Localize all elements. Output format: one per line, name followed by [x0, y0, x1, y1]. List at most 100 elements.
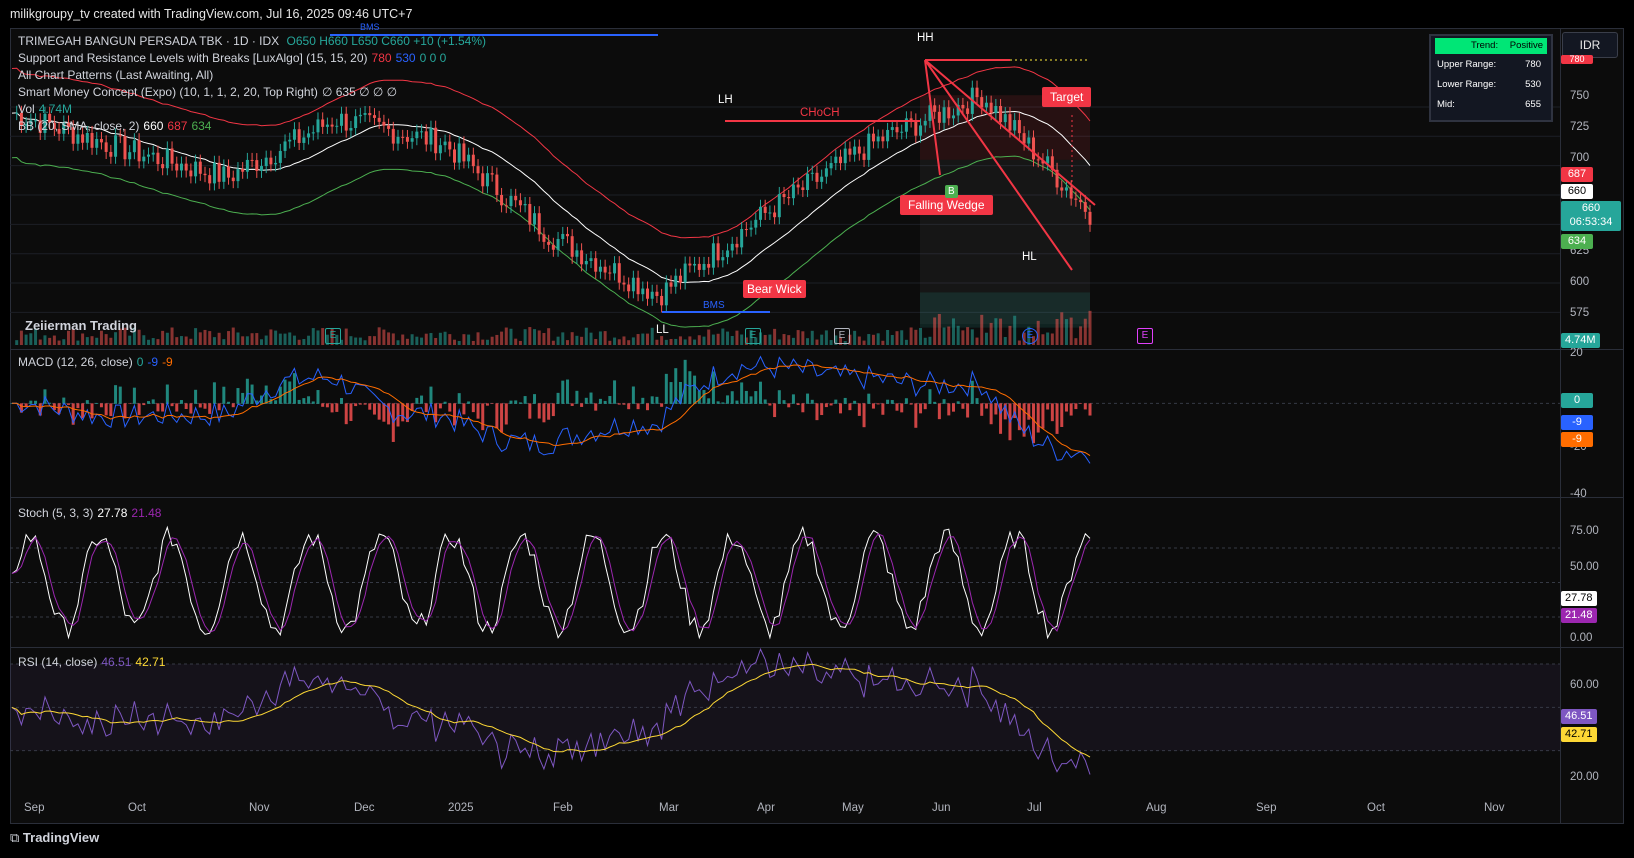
stoch-k-value: 27.78 — [97, 506, 128, 520]
x-tick: Jul — [1027, 802, 1042, 814]
macd-signal-value: -9 — [162, 355, 173, 369]
legend-symbol[interactable]: TRIMEGAH BANGUN PERSADA TBK · 1D · IDX O… — [18, 34, 486, 48]
sr-resistance: 780 — [371, 51, 392, 65]
stoch-tick: 0.00 — [1570, 632, 1593, 644]
target-label: Target — [1042, 87, 1092, 107]
bb-lower-tag: 634 — [1561, 234, 1593, 249]
x-tick: Oct — [1367, 802, 1385, 814]
macd-hist-tag: 0 — [1561, 393, 1593, 408]
bear-wick-label: Bear Wick — [743, 280, 806, 298]
price-tick: 600 — [1570, 276, 1590, 288]
price-tick: 575 — [1570, 307, 1590, 319]
macd-line-tag: -9 — [1561, 415, 1593, 430]
lower-row: Lower Range: 530 — [1435, 77, 1547, 93]
trend-label: Trend: — [1471, 40, 1499, 51]
x-tick: Feb — [553, 802, 573, 814]
label-ll: LL — [656, 324, 669, 336]
upper-value: 780 — [1525, 59, 1541, 70]
earnings-icon[interactable]: E — [1137, 328, 1153, 344]
currency-button[interactable]: IDR — [1562, 32, 1618, 58]
pane-separator-rsi[interactable] — [10, 647, 1624, 648]
pane-separator-stoch[interactable] — [10, 497, 1624, 498]
brand-name: TradingView — [22, 830, 100, 845]
earnings-icon[interactable]: E — [745, 328, 761, 344]
macd-label: MACD (12, 26, close) — [18, 355, 133, 369]
upper-label: Upper Range: — [1437, 59, 1497, 70]
x-tick: Nov — [249, 802, 270, 814]
trend-value: Positive — [1509, 40, 1543, 51]
chart-frame[interactable] — [10, 28, 1624, 824]
stoch-tick: 50.00 — [1570, 561, 1599, 573]
legend-smc[interactable]: Smart Money Concept (Expo) (10, 1, 1, 2,… — [18, 85, 397, 99]
macd-tick: -40 — [1570, 488, 1587, 500]
legend-rsi[interactable]: RSI (14, close) 46.51 42.71 — [18, 655, 165, 669]
ohlc-values: O650 H660 L650 C660 +10 (+1.54%) — [286, 34, 486, 48]
legend-bb[interactable]: BB (20, SMA, close, 2) 660 687 634 — [18, 119, 211, 133]
mid-value: 655 — [1525, 99, 1541, 110]
rsi-ma-tag: 42.71 — [1561, 727, 1597, 742]
label-hl: HL — [1022, 251, 1037, 263]
sr-support: 530 — [395, 51, 416, 65]
stoch-tick: 75.00 — [1570, 525, 1599, 537]
stoch-k-tag: 27.78 — [1561, 591, 1597, 606]
label-bms-low: BMS — [703, 300, 725, 311]
x-tick: Dec — [354, 802, 375, 814]
earnings-icon[interactable]: E — [834, 328, 850, 344]
bar-countdown: 06:53:34 — [1569, 216, 1613, 228]
label-lh: LH — [718, 94, 733, 106]
x-tick: Mar — [659, 802, 679, 814]
legend-stoch[interactable]: Stoch (5, 3, 3) 27.78 21.48 — [18, 506, 161, 520]
header-bar: milikgroupy_tv created with TradingView.… — [0, 0, 1634, 28]
rsi-tick: 20.00 — [1570, 771, 1599, 783]
legend-macd[interactable]: MACD (12, 26, close) 0 -9 -9 — [18, 355, 173, 369]
bb-mid-value: 660 — [143, 119, 164, 133]
legend-vol[interactable]: Vol 4.74M — [18, 102, 72, 116]
rsi-tick: 60.00 — [1570, 679, 1599, 691]
vol-label: Vol — [18, 102, 35, 116]
macd-tick: 20 — [1570, 347, 1583, 359]
stoch-label: Stoch (5, 3, 3) — [18, 506, 94, 520]
x-tick: Nov — [1484, 802, 1505, 814]
breakout-b-label: B — [945, 185, 958, 198]
last-price: 660 — [1581, 202, 1601, 214]
x-tick: Oct — [128, 802, 146, 814]
bb-label: BB (20, SMA, close, 2) — [18, 119, 140, 133]
x-tick: 2025 — [448, 802, 474, 814]
legend-patterns[interactable]: All Chart Patterns (Last Awaiting, All) — [18, 68, 213, 82]
sr-breaks: 0 0 0 — [419, 51, 447, 65]
lower-label: Lower Range: — [1437, 79, 1497, 90]
dividend-icon[interactable]: E — [1022, 328, 1038, 344]
resistance-tag: 780 — [1561, 55, 1593, 64]
x-tick: Aug — [1146, 802, 1167, 814]
patterns-label: All Chart Patterns (Last Awaiting, All) — [18, 68, 214, 82]
smc-label: Smart Money Concept (Expo) (10, 1, 1, 2,… — [18, 85, 318, 99]
x-tick: May — [842, 802, 864, 814]
last-price-tag: 660 06:53:34 — [1561, 201, 1621, 231]
header-text: milikgroupy_tv created with TradingView.… — [10, 7, 413, 21]
pane-separator-macd[interactable] — [10, 349, 1624, 350]
x-tick: Jun — [932, 802, 951, 814]
footer-brand[interactable]: ⧉ TradingView — [10, 830, 99, 846]
volume-tag: 4.74M — [1561, 333, 1600, 348]
watermark: Zeiierman Trading — [25, 318, 137, 333]
rsi-tag: 46.51 — [1561, 709, 1597, 724]
trend-row: Trend: Positive — [1435, 38, 1547, 54]
rsi-value: 46.51 — [101, 655, 132, 669]
x-tick: Apr — [757, 802, 775, 814]
upper-row: Upper Range: 780 — [1435, 57, 1547, 73]
earnings-icon[interactable]: E — [325, 328, 341, 344]
rsi-ma-value: 42.71 — [135, 655, 166, 669]
macd-line-value: -9 — [147, 355, 159, 369]
mid-label: Mid: — [1437, 99, 1455, 110]
bb-lower-value: 634 — [191, 119, 212, 133]
bb-mid-tag: 660 — [1561, 184, 1593, 199]
legend-sr[interactable]: Support and Resistance Levels with Break… — [18, 51, 446, 65]
tradingview-logo-icon: ⧉ — [10, 830, 20, 845]
lower-value: 530 — [1525, 79, 1541, 90]
label-choch: CHoCH — [800, 107, 840, 119]
price-axis-separator — [1560, 28, 1561, 824]
x-tick: Sep — [1256, 802, 1277, 814]
stoch-d-value: 21.48 — [131, 506, 162, 520]
trend-info-table: Trend: Positive Upper Range: 780 Lower Ran… — [1429, 34, 1553, 122]
x-tick: Sep — [24, 802, 45, 814]
